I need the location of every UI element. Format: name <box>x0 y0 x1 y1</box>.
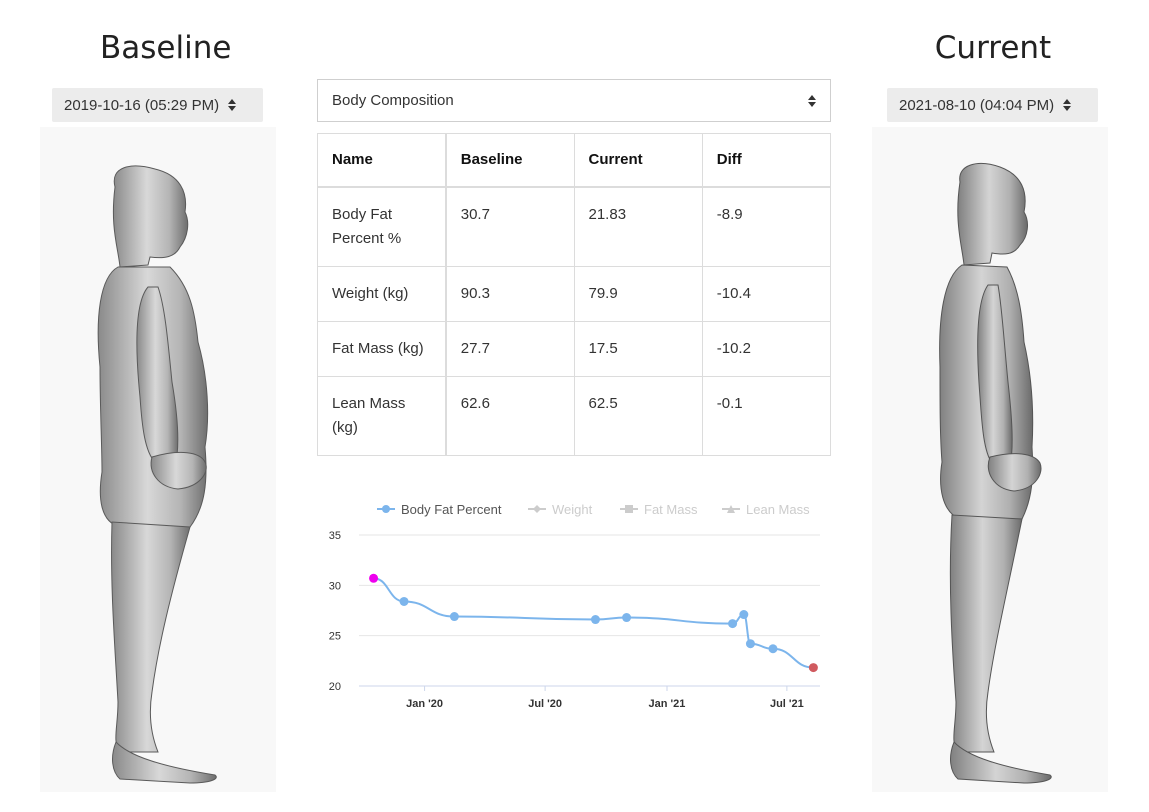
current-date-select[interactable]: 2021-08-10 (04:04 PM) <box>887 88 1098 122</box>
baseline-date-value: 2019-10-16 (05:29 PM) <box>64 96 220 114</box>
table-header-row: Name Baseline Current Diff <box>316 133 832 188</box>
current-title: Current <box>934 30 1052 66</box>
select-arrows-icon <box>808 94 816 107</box>
row-baseline: 30.7 <box>445 186 575 267</box>
row-current: 17.5 <box>573 321 703 377</box>
column-header-name: Name <box>316 133 447 188</box>
table-row: Fat Mass (kg) 27.7 17.5 -10.2 <box>316 321 832 377</box>
baseline-body-scan <box>40 127 276 792</box>
metric-select-value: Body Composition <box>332 92 454 109</box>
data-point[interactable] <box>808 663 818 673</box>
data-point[interactable] <box>728 619 738 629</box>
data-point[interactable] <box>622 613 632 623</box>
body-scan-side-view-image <box>97 165 217 784</box>
current-date-value: 2021-08-10 (04:04 PM) <box>899 96 1055 114</box>
data-point[interactable] <box>768 644 778 654</box>
legend-item-label[interactable]: Weight <box>552 502 593 517</box>
row-current: 21.83 <box>573 186 703 267</box>
legend-item-label[interactable]: Lean Mass <box>746 502 810 517</box>
table-row: Body Fat Percent % 30.7 21.83 -8.9 <box>316 186 832 267</box>
row-baseline: 90.3 <box>445 266 575 322</box>
y-tick-label: 20 <box>329 681 341 693</box>
data-point[interactable] <box>590 615 600 625</box>
data-point[interactable] <box>739 610 749 620</box>
row-name: Body Fat Percent % <box>316 186 447 267</box>
data-point[interactable] <box>449 612 459 622</box>
row-name: Fat Mass (kg) <box>316 321 447 377</box>
comparison-table: Name Baseline Current Diff Body Fat Perc… <box>316 133 832 456</box>
legend-circle-icon[interactable] <box>382 505 390 513</box>
y-tick-label: 30 <box>329 580 341 592</box>
row-name: Lean Mass (kg) <box>316 376 447 456</box>
row-diff: -0.1 <box>701 376 832 456</box>
column-header-baseline: Baseline <box>445 133 575 188</box>
baseline-title: Baseline <box>100 30 232 66</box>
legend-triangle-icon[interactable] <box>727 505 735 513</box>
row-baseline: 27.7 <box>445 321 575 377</box>
y-tick-label: 35 <box>329 530 341 542</box>
row-current: 79.9 <box>573 266 703 322</box>
row-baseline: 62.6 <box>445 376 575 456</box>
column-header-current: Current <box>573 133 703 188</box>
x-tick-label: Jan '21 <box>649 698 686 710</box>
metric-select[interactable]: Body Composition <box>317 79 831 122</box>
legend-diamond-icon[interactable] <box>533 505 541 513</box>
row-name: Weight (kg) <box>316 266 447 322</box>
body-scan-side-view-image <box>939 163 1052 784</box>
select-arrows-icon <box>1063 99 1072 111</box>
row-current: 62.5 <box>573 376 703 456</box>
row-diff: -10.2 <box>701 321 832 377</box>
legend-item-label[interactable]: Fat Mass <box>644 502 698 517</box>
series-line <box>373 577 814 669</box>
x-tick-label: Jul '20 <box>528 698 562 710</box>
x-tick-label: Jul '21 <box>770 698 804 710</box>
legend-square-icon[interactable] <box>625 505 633 513</box>
table-row: Weight (kg) 90.3 79.9 -10.4 <box>316 266 832 322</box>
x-tick-label: Jan '20 <box>406 698 443 710</box>
row-diff: -10.4 <box>701 266 832 322</box>
chart-svg: 35 30 25 20 Jan '20 Jul '20 Jan '21 Jul '21 Body… <box>329 502 820 710</box>
baseline-date-select[interactable]: 2019-10-16 (05:29 PM) <box>52 88 263 122</box>
table-row: Lean Mass (kg) 62.6 62.5 -0.1 <box>316 376 832 456</box>
y-tick-label: 25 <box>329 631 341 643</box>
body-composition-chart: 35 30 25 20 Jan '20 Jul '20 Jan '21 Jul '21 Body… <box>317 490 831 720</box>
select-arrows-icon <box>228 99 237 111</box>
current-body-scan <box>872 127 1108 792</box>
row-diff: -8.9 <box>701 186 832 267</box>
data-point[interactable] <box>399 596 409 606</box>
column-header-diff: Diff <box>701 133 832 188</box>
legend-item-label[interactable]: Body Fat Percent <box>401 502 502 517</box>
data-point[interactable] <box>369 573 379 583</box>
data-point[interactable] <box>745 639 755 649</box>
